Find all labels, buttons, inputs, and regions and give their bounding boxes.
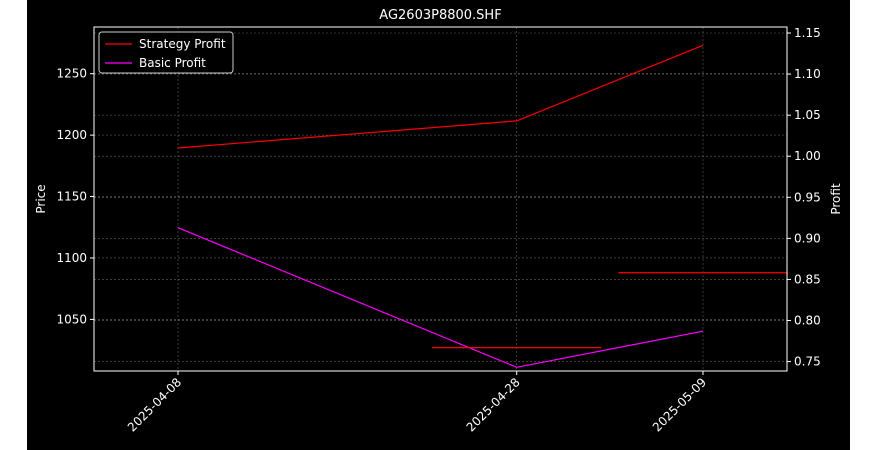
chart-figure: 1050 1100 1150 1200 1250 0.75 0.80 0.85 0.90 0.9…: [27, 0, 850, 450]
y-right-tick-label: 1.10: [794, 67, 821, 81]
series-line-strategy-profit: [177, 44, 704, 149]
y-axis-right: 0.75 0.80 0.85 0.90 0.95 1.00 1.05 1.10 1.15: [787, 26, 821, 369]
y-right-tick-label: 0.80: [794, 313, 821, 327]
x-tick-label: 2025-04-28: [464, 375, 523, 434]
legend-box: [98, 31, 234, 74]
legend-label: Basic Profit: [139, 56, 206, 70]
y-right-tick-label: 0.90: [794, 231, 821, 245]
y-right-tick-label: 0.85: [794, 272, 821, 286]
y-right-tick-label: 1.05: [794, 108, 821, 122]
y-right-tick-label: 0.75: [794, 355, 821, 369]
chart-canvas: 1050 1100 1150 1200 1250 0.75 0.80 0.85 0.90 0.9…: [34, 8, 843, 434]
y-left-tick-label: 1150: [56, 190, 87, 204]
legend-label: Strategy Profit: [139, 37, 226, 51]
legend: Strategy Profit Basic Profit: [98, 31, 234, 74]
y-left-tick-label: 1200: [56, 128, 87, 142]
y-right-tick-label: 0.95: [794, 190, 821, 204]
x-axis: 2025-04-08 2025-04-28 2025-05-09: [125, 371, 709, 434]
y-right-tick-label: 1.00: [794, 149, 821, 163]
x-tick-label: 2025-05-09: [650, 375, 709, 434]
y-left-tick-label: 1250: [56, 67, 87, 81]
y-axis-right-label: Profit: [829, 183, 843, 215]
y-right-tick-label: 1.15: [794, 26, 821, 40]
chart-title: AG2603P8800.SHF: [379, 8, 501, 23]
x-tick-label: 2025-04-08: [125, 375, 184, 434]
plot-frame: [93, 26, 788, 372]
series-layer: [177, 44, 788, 368]
y-axis-left-label: Price: [34, 184, 48, 213]
y-axis-left: 1050 1100 1150 1200 1250: [56, 67, 94, 326]
grid: [94, 27, 787, 371]
series-line-basic-profit: [177, 227, 704, 368]
y-left-tick-label: 1100: [56, 251, 87, 265]
y-left-tick-label: 1050: [56, 312, 87, 326]
